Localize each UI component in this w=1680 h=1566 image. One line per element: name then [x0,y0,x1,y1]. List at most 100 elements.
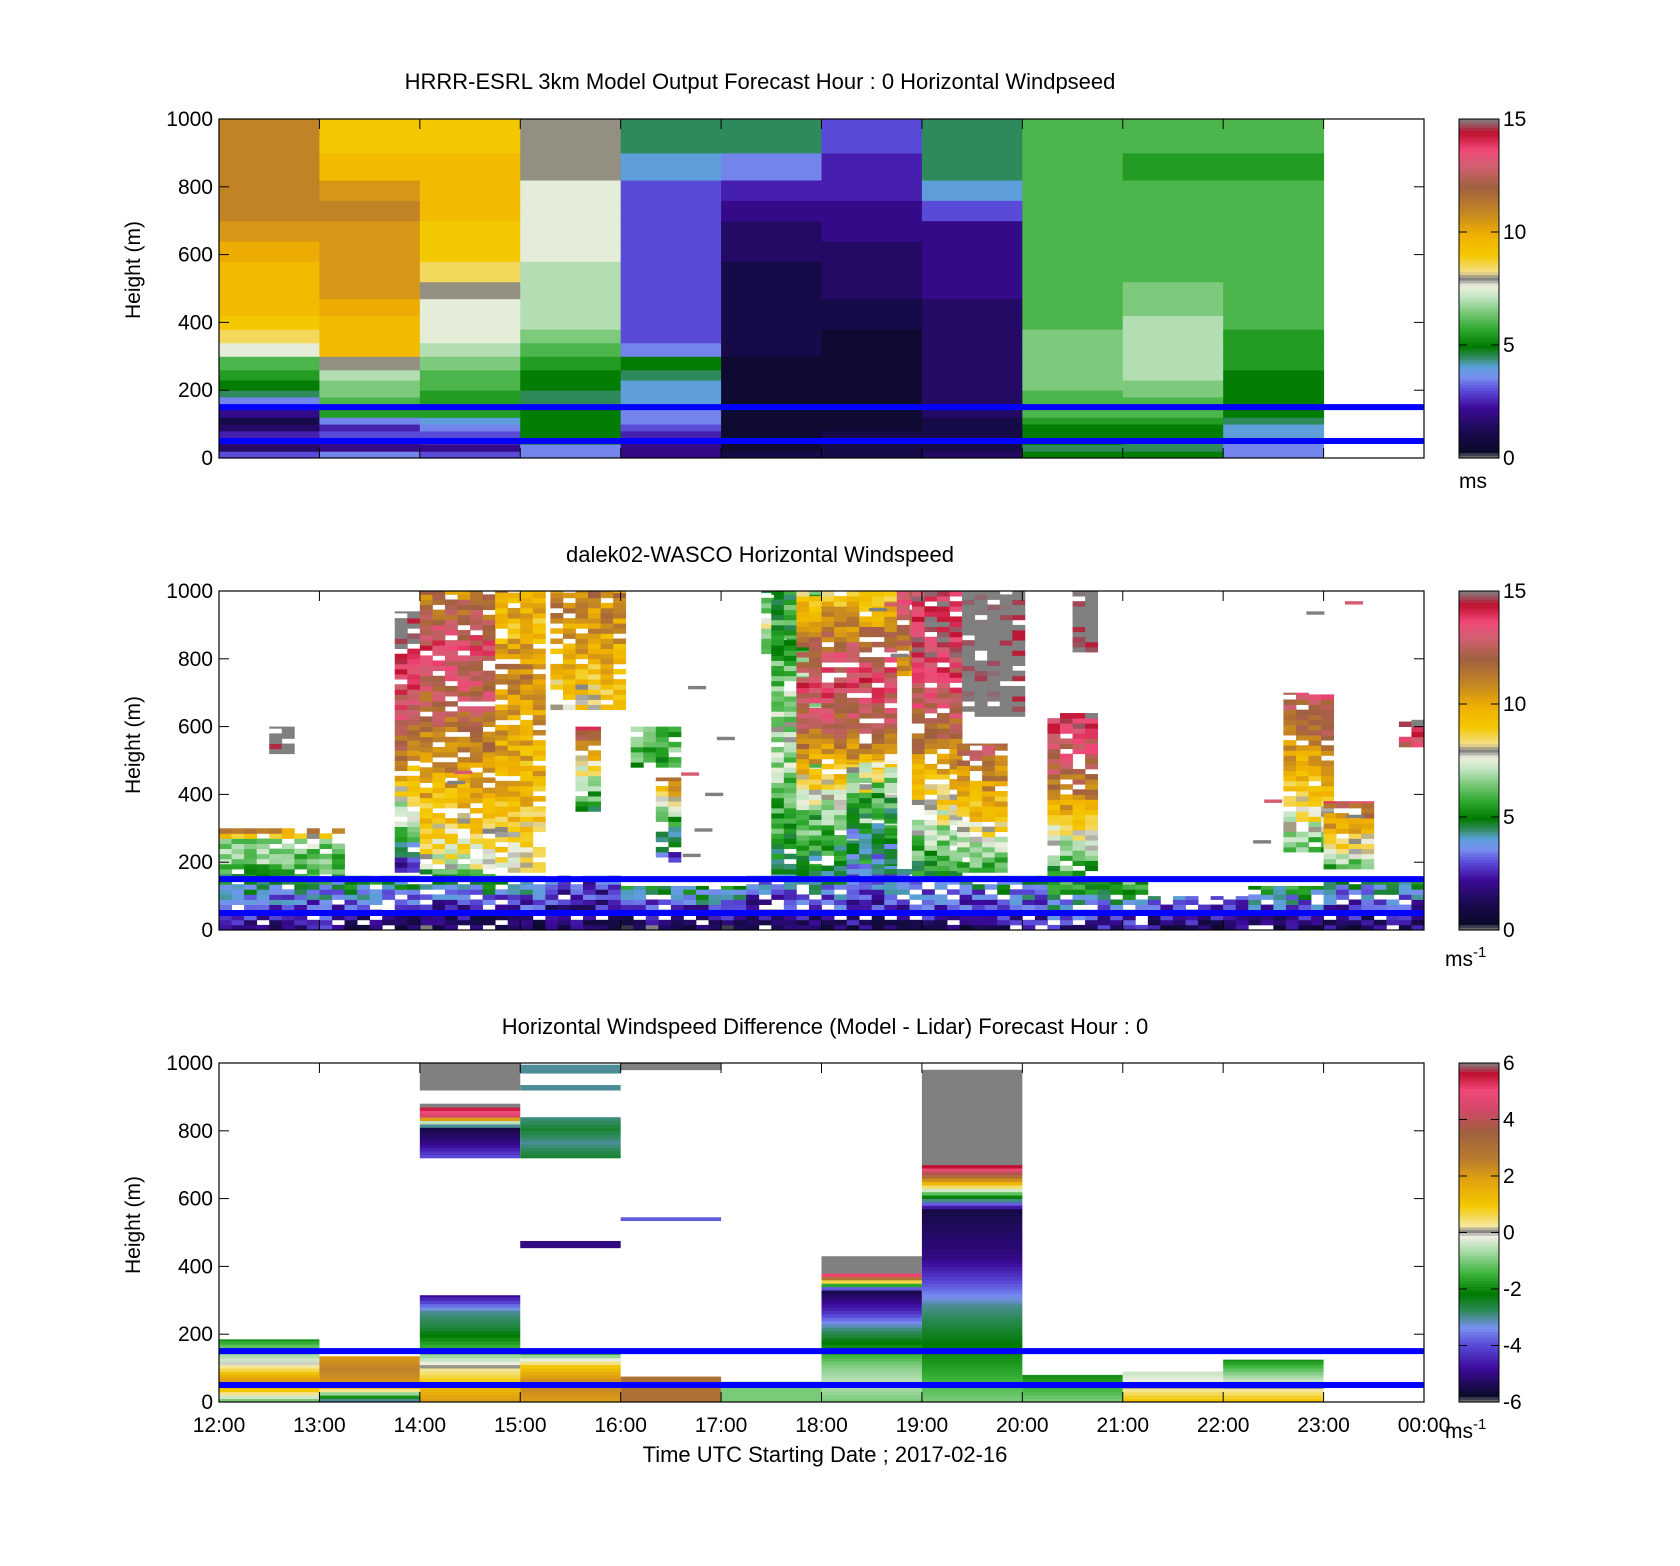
lidar-cell [957,770,971,777]
lidar-windspeed-panel: dalek02-WASCO Horizontal Windspeed Heigh… [122,542,1526,971]
lidar-cell [520,613,534,619]
lidar-cell [796,753,810,760]
lidar-cell [244,838,258,844]
lidar-cell [658,924,672,930]
lidar-cell [821,733,835,739]
lidar-cell [507,894,521,900]
lidar-cell [495,750,509,756]
colorbar-swatch [1459,1116,1499,1121]
lidar-cell [1308,846,1322,853]
lidar-cell [256,863,270,870]
lidar-cell [934,919,948,926]
difference-cell [921,1232,1023,1237]
lidar-cell [231,858,245,865]
lidar-cell [470,711,483,717]
lidar-cell [432,706,446,712]
difference-cell [921,1144,1023,1149]
difference-cell [921,1140,1023,1145]
colorbar-swatch [1459,1088,1499,1092]
difference-cell [520,1398,621,1402]
lidar-cell [796,723,810,729]
difference-cell [219,1357,320,1362]
model-cell [219,180,320,201]
lidar-cell [1361,828,1375,834]
lidar-cell [821,924,835,930]
lidar-cell [1235,899,1249,905]
lidar-cell [583,914,596,921]
lidar-cell [746,889,760,895]
lidar-cell [1321,750,1335,756]
lidar-cell [1047,914,1061,921]
lidar-cell [643,741,657,748]
lidar-cell [884,763,898,770]
lidar-cell [244,904,258,911]
difference-colorbar-tick: 6 [1503,1052,1515,1075]
lidar-cell [1323,884,1337,890]
lidar-cell [1059,809,1073,816]
model-cell [1122,200,1224,222]
lidar-cell [1273,904,1287,911]
lidar-cell [1059,738,1073,744]
lidar-cell [495,597,509,604]
lidar-cell [1085,804,1099,811]
lidar-cell [911,616,925,622]
lidar-cell [808,774,822,780]
lidar-cell [444,609,458,616]
difference-cell [419,1368,521,1372]
lidar-cell [1072,718,1086,724]
lidar-cell [407,919,421,926]
lidar-cell [999,711,1013,717]
model-cell [821,152,923,181]
lidar-cell [969,826,983,833]
lidar-cell [896,591,910,595]
lidar-cell [924,652,938,658]
lidar-cell [896,670,910,677]
lidar-cell [808,652,822,658]
lidar-cell [834,738,848,744]
lidar-cell [407,791,421,797]
lidar-cell [575,694,589,700]
lidar-cell [507,836,521,843]
colorbar-swatch [1459,729,1499,733]
lidar-cell [1283,796,1297,802]
lidar-cell [808,707,822,714]
lidar-cell [909,894,923,900]
lidar-cell [1210,896,1224,900]
lidar-cell [911,774,925,780]
difference-cell [1022,1378,1123,1383]
model-cell [1122,315,1224,330]
lidar-cell [595,894,609,900]
lidar-cell [444,619,458,626]
lidar-cell [394,775,408,782]
difference-cell [419,1083,521,1088]
lidar-cell [1097,919,1111,926]
colorbar-swatch [1459,152,1499,157]
difference-cell [219,1388,320,1393]
colorbar-swatch [1459,251,1499,256]
lidar-cell [796,804,810,811]
lidar-cell [982,775,996,782]
lidar-cell [1295,714,1309,721]
lidar-cell [871,868,885,875]
lidar-cell [1172,904,1186,911]
lidar-cell [532,704,546,711]
lidar-cell [532,618,546,624]
lidar-cell [974,624,988,631]
lidar-cell [470,807,483,814]
colorbar-swatch [1459,904,1499,908]
model-cell [319,241,421,262]
lidar-cell [495,785,509,792]
lidar-cell [269,726,283,729]
lidar-cell [507,846,521,853]
model-cell [620,444,722,452]
lidar-cell [482,762,496,768]
lidar-cell [1047,855,1061,861]
lidar-cell [1072,626,1086,633]
lidar-cell [419,706,433,712]
lidar-cell [871,707,885,714]
model-cell [219,390,320,398]
colorbar-swatch [1459,848,1499,852]
model-cell [721,407,822,418]
colorbar-swatch [1459,175,1499,179]
model-cell [219,424,320,432]
